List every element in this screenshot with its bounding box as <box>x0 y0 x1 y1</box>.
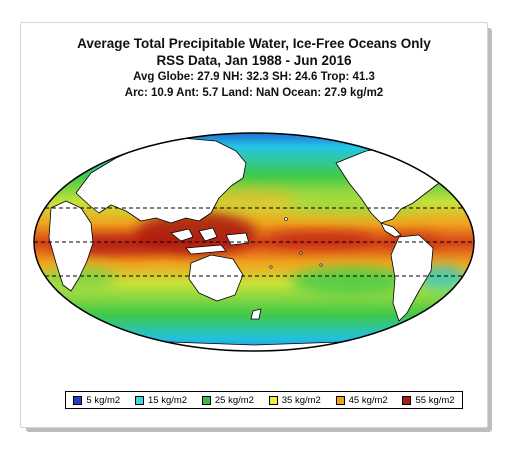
legend-swatch <box>335 395 345 405</box>
legend-swatch <box>268 395 278 405</box>
legend-label: 15 kg/m2 <box>147 394 188 406</box>
legend-label: 5 kg/m2 <box>86 394 121 406</box>
stats-line-1: Avg Globe: 27.9 NH: 32.3 SH: 24.6 Trop: … <box>133 71 375 83</box>
title-block: Average Total Precipitable Water, Ice-Fr… <box>21 35 487 101</box>
legend-label: 55 kg/m2 <box>415 394 455 406</box>
legend-item: 35 kg/m2 <box>268 394 321 406</box>
legend-item: 55 kg/m2 <box>402 394 455 406</box>
legend-item: 5 kg/m2 <box>73 395 120 406</box>
globe-outline <box>33 132 475 352</box>
legend-item: 15 kg/m2 <box>134 394 188 406</box>
map-field <box>34 133 474 351</box>
figure-card: Average Total Precipitable Water, Ice-Fr… <box>20 22 488 428</box>
legend-swatch <box>73 395 83 405</box>
legend-swatch <box>134 395 144 405</box>
precipitable-water-map <box>33 132 475 352</box>
legend: 5 kg/m2 15 kg/m2 25 kg/m2 35 kg/m2 45 kg… <box>65 391 463 409</box>
legend-swatch <box>201 395 211 405</box>
legend-swatch <box>402 395 412 405</box>
title-line-2: RSS Data, Jan 1988 - Jun 2016 <box>156 53 352 68</box>
legend-label: 45 kg/m2 <box>348 394 388 406</box>
legend-item: 45 kg/m2 <box>335 394 388 406</box>
legend-item: 25 kg/m2 <box>201 394 254 406</box>
legend-label: 25 kg/m2 <box>214 394 254 406</box>
legend-label: 35 kg/m2 <box>281 394 321 406</box>
latitude-lines <box>34 207 474 277</box>
stats-line-2: Arc: 10.9 Ant: 5.7 Land: NaN Ocean: 27.9… <box>124 87 384 99</box>
title-line-1: Average Total Precipitable Water, Ice-Fr… <box>77 36 431 51</box>
